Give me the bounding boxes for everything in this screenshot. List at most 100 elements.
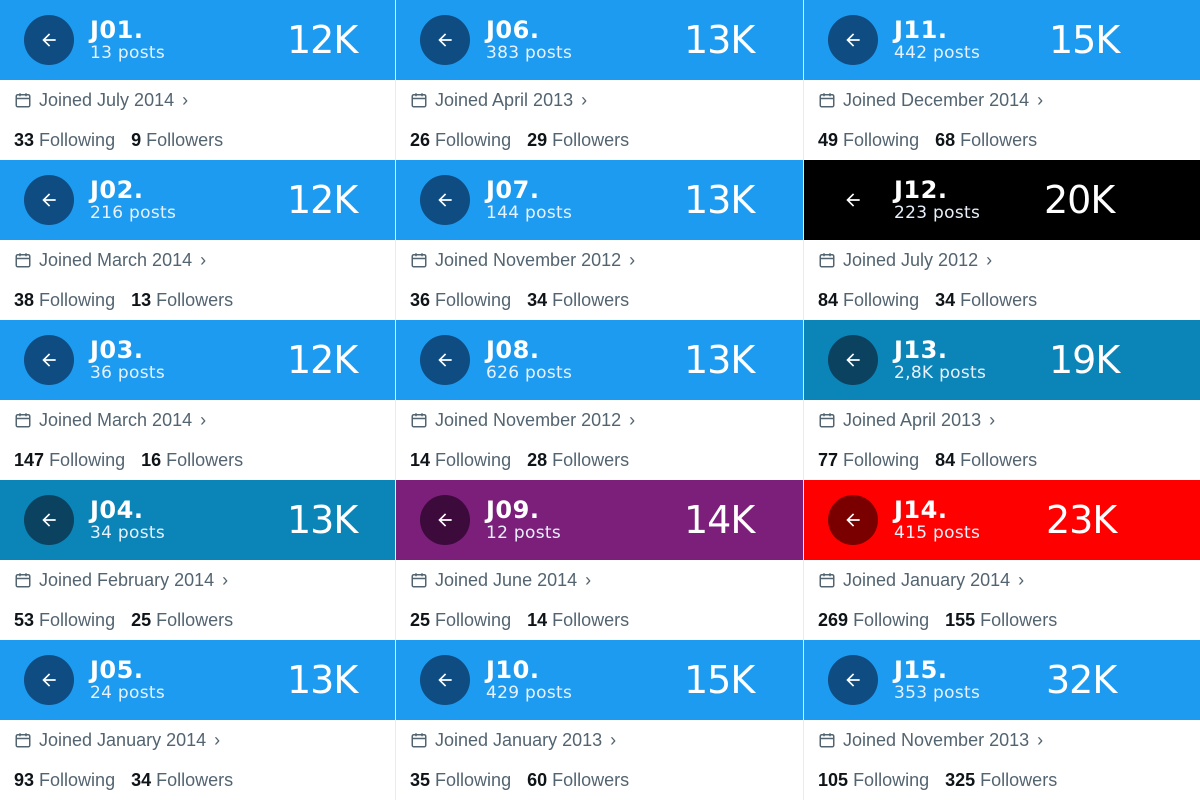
following-link[interactable]: 77 Following	[818, 450, 919, 471]
column-1: J01. 13 posts 12K Joined July 2014 › 33 …	[0, 0, 396, 800]
back-button[interactable]	[24, 495, 74, 545]
calendar-icon	[15, 733, 31, 748]
chevron-right-icon[interactable]: ›	[629, 409, 636, 430]
followers-link[interactable]: 34 Followers	[527, 290, 629, 311]
profile-header: J11. 442 posts 15K	[804, 0, 1200, 80]
profile-body: Joined March 2014 › 38 Following 13 Foll…	[0, 240, 395, 320]
following-label: Following	[843, 449, 920, 470]
followers-label: Followers	[552, 449, 630, 470]
followers-label: Followers	[960, 289, 1038, 310]
followers-link[interactable]: 9 Followers	[131, 130, 223, 151]
calendar-icon	[819, 573, 835, 588]
back-button[interactable]	[420, 15, 470, 65]
back-button[interactable]	[828, 655, 878, 705]
following-link[interactable]: 84 Following	[818, 290, 919, 311]
profile-card: J14. 415 posts 23K Joined January 2014 ›…	[804, 480, 1200, 640]
chevron-right-icon[interactable]: ›	[222, 569, 229, 590]
followers-count: 325	[945, 769, 976, 790]
back-button[interactable]	[24, 175, 74, 225]
followers-link[interactable]: 34 Followers	[935, 290, 1037, 311]
followers-link[interactable]: 28 Followers	[527, 450, 629, 471]
profile-card: J06. 383 posts 13K Joined April 2013 › 2…	[396, 0, 803, 160]
following-label: Following	[435, 449, 512, 470]
following-link[interactable]: 38 Following	[14, 290, 115, 311]
back-button[interactable]	[24, 655, 74, 705]
big-count: 13K	[287, 498, 358, 542]
following-link[interactable]: 33 Following	[14, 130, 115, 151]
following-link[interactable]: 53 Following	[14, 610, 115, 631]
back-button[interactable]	[420, 655, 470, 705]
chevron-right-icon[interactable]: ›	[1037, 89, 1044, 110]
following-link[interactable]: 36 Following	[410, 290, 511, 311]
chevron-right-icon[interactable]: ›	[986, 249, 993, 270]
chevron-right-icon[interactable]: ›	[214, 729, 221, 750]
back-button[interactable]	[828, 175, 878, 225]
followers-link[interactable]: 155 Followers	[945, 610, 1057, 631]
followers-link[interactable]: 25 Followers	[131, 610, 233, 631]
joined-text: Joined January 2013	[435, 729, 603, 750]
chevron-right-icon[interactable]: ›	[182, 89, 189, 110]
profile-names: J11. 442 posts	[894, 17, 980, 63]
following-label: Following	[39, 609, 116, 630]
follow-stats: 35 Following 60 Followers	[410, 770, 789, 791]
following-link[interactable]: 147 Following	[14, 450, 125, 471]
post-count: 429 posts	[486, 683, 573, 703]
back-button[interactable]	[420, 495, 470, 545]
chevron-right-icon[interactable]: ›	[610, 729, 617, 750]
followers-link[interactable]: 34 Followers	[131, 770, 233, 791]
chevron-right-icon[interactable]: ›	[581, 89, 588, 110]
followers-link[interactable]: 16 Followers	[141, 450, 243, 471]
joined-date: Joined February 2014 ›	[14, 570, 381, 591]
calendar-icon	[15, 573, 31, 588]
back-button[interactable]	[828, 15, 878, 65]
following-count: 38	[14, 289, 35, 310]
following-link[interactable]: 14 Following	[410, 450, 511, 471]
calendar-icon	[411, 413, 427, 428]
following-link[interactable]: 26 Following	[410, 130, 511, 151]
following-count: 36	[410, 289, 431, 310]
followers-link[interactable]: 29 Followers	[527, 130, 629, 151]
chevron-right-icon[interactable]: ›	[629, 249, 636, 270]
following-link[interactable]: 35 Following	[410, 770, 511, 791]
back-button[interactable]	[420, 175, 470, 225]
followers-count: 25	[131, 609, 152, 630]
joined-text: Joined April 2013	[435, 89, 574, 110]
chevron-right-icon[interactable]: ›	[1037, 729, 1044, 750]
chevron-right-icon[interactable]: ›	[585, 569, 592, 590]
following-count: 269	[818, 609, 849, 630]
following-link[interactable]: 25 Following	[410, 610, 511, 631]
arrow-left-icon	[438, 353, 452, 367]
profile-body: Joined June 2014 › 25 Following 14 Follo…	[396, 560, 803, 640]
back-button[interactable]	[24, 335, 74, 385]
back-button[interactable]	[828, 335, 878, 385]
back-button[interactable]	[24, 15, 74, 65]
chevron-right-icon[interactable]: ›	[1018, 569, 1025, 590]
back-button[interactable]	[420, 335, 470, 385]
followers-link[interactable]: 60 Followers	[527, 770, 629, 791]
profile-name: J03.	[90, 336, 144, 364]
followers-label: Followers	[980, 769, 1058, 790]
followers-label: Followers	[552, 129, 630, 150]
chevron-right-icon[interactable]: ›	[200, 409, 207, 430]
followers-link[interactable]: 13 Followers	[131, 290, 233, 311]
following-link[interactable]: 49 Following	[818, 130, 919, 151]
following-link[interactable]: 105 Following	[818, 770, 929, 791]
following-label: Following	[843, 289, 920, 310]
profile-name: J15.	[894, 656, 948, 684]
following-link[interactable]: 93 Following	[14, 770, 115, 791]
calendar-icon	[819, 733, 835, 748]
big-count: 20K	[1044, 178, 1115, 222]
followers-link[interactable]: 84 Followers	[935, 450, 1037, 471]
chevron-right-icon[interactable]: ›	[989, 409, 996, 430]
back-button[interactable]	[828, 495, 878, 545]
followers-link[interactable]: 68 Followers	[935, 130, 1037, 151]
following-link[interactable]: 269 Following	[818, 610, 929, 631]
calendar-icon	[15, 93, 31, 108]
profile-header: J15. 353 posts 32K	[804, 640, 1200, 720]
arrow-left-icon	[846, 353, 860, 367]
chevron-right-icon[interactable]: ›	[200, 249, 207, 270]
followers-link[interactable]: 14 Followers	[527, 610, 629, 631]
profile-header: J08. 626 posts 13K	[396, 320, 803, 400]
followers-link[interactable]: 325 Followers	[945, 770, 1057, 791]
profile-card: J10. 429 posts 15K Joined January 2013 ›…	[396, 640, 803, 800]
